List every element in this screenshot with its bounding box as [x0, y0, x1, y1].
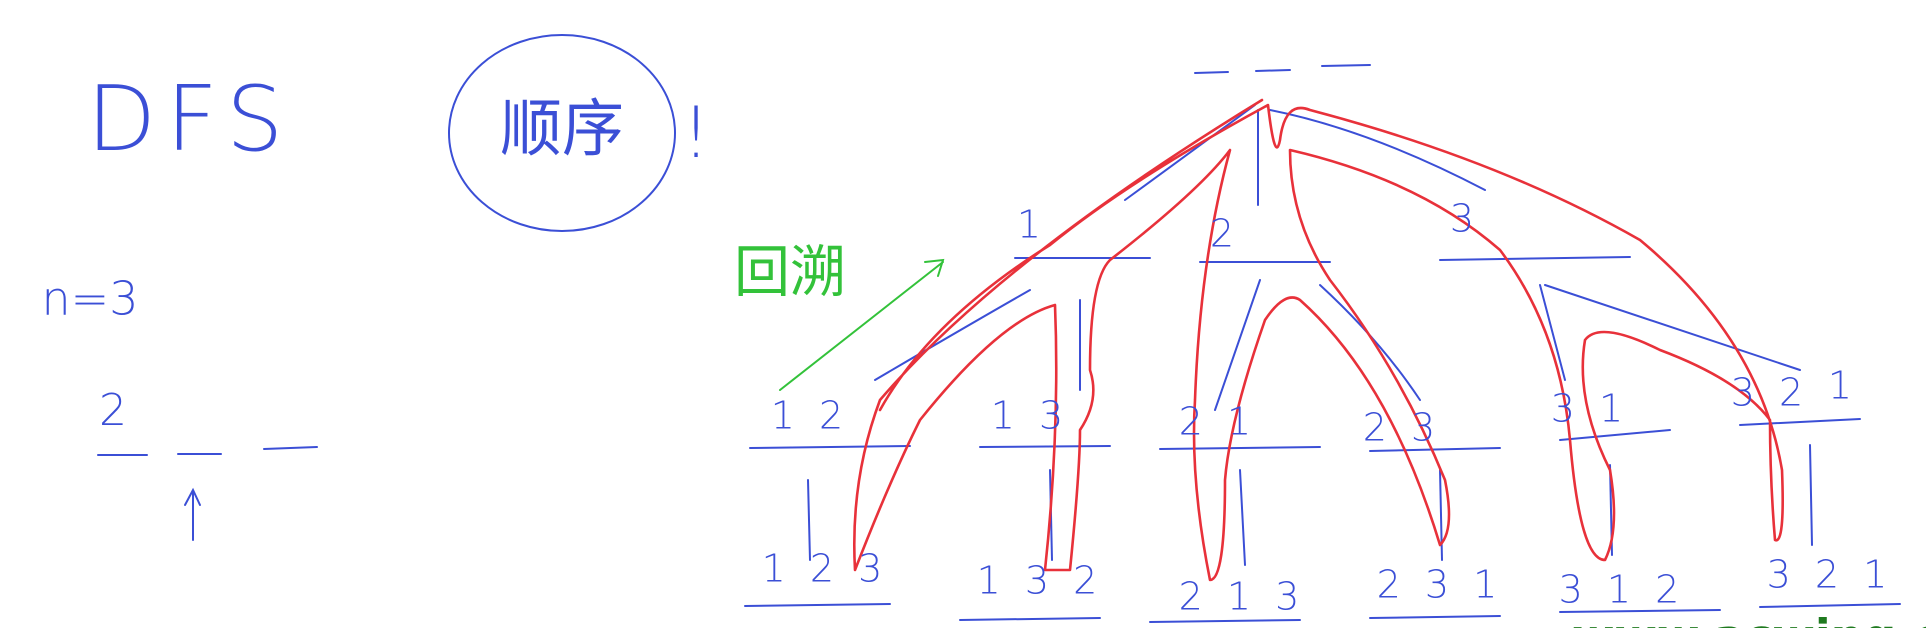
level2-label: 3 1 — [1551, 387, 1629, 431]
n-label: n=3 — [42, 272, 139, 326]
level2-label: 3 2 — [1731, 371, 1809, 415]
level2-label: 1 3 — [991, 394, 1069, 438]
circle — [448, 34, 676, 232]
exclaim: ! — [682, 92, 710, 174]
level2-extra: 1 — [1828, 364, 1858, 408]
slots — [97, 446, 318, 541]
level3-label: 2 3 1 — [1377, 563, 1504, 607]
level3-label: 3 2 1 — [1767, 553, 1894, 597]
watermark: www.acwing.com — [1572, 610, 1926, 628]
level1-label: 2 — [1210, 212, 1240, 256]
level2-label: 2 1 — [1179, 400, 1257, 444]
level3-label: 1 3 2 — [977, 559, 1104, 603]
annotation: 回溯 — [734, 240, 846, 305]
level3-label: 3 1 2 — [1559, 568, 1686, 612]
level3-label: 1 2 3 — [762, 547, 889, 591]
level2-label: 2 3 — [1363, 406, 1441, 450]
tree-slots — [744, 64, 1901, 623]
dfs-path — [852, 98, 1784, 582]
annotation-arrow — [779, 258, 945, 391]
level1-label: 3 — [1450, 197, 1480, 241]
level1-label: 1 — [1017, 203, 1047, 247]
level3-label: 2 1 3 — [1179, 575, 1306, 619]
tree-edges — [807, 104, 1813, 566]
level2-label: 1 2 — [771, 394, 849, 438]
circled-text: 顺序 — [500, 92, 624, 165]
digit: 2 — [99, 385, 127, 436]
dfs-title: DFS — [87, 67, 294, 172]
